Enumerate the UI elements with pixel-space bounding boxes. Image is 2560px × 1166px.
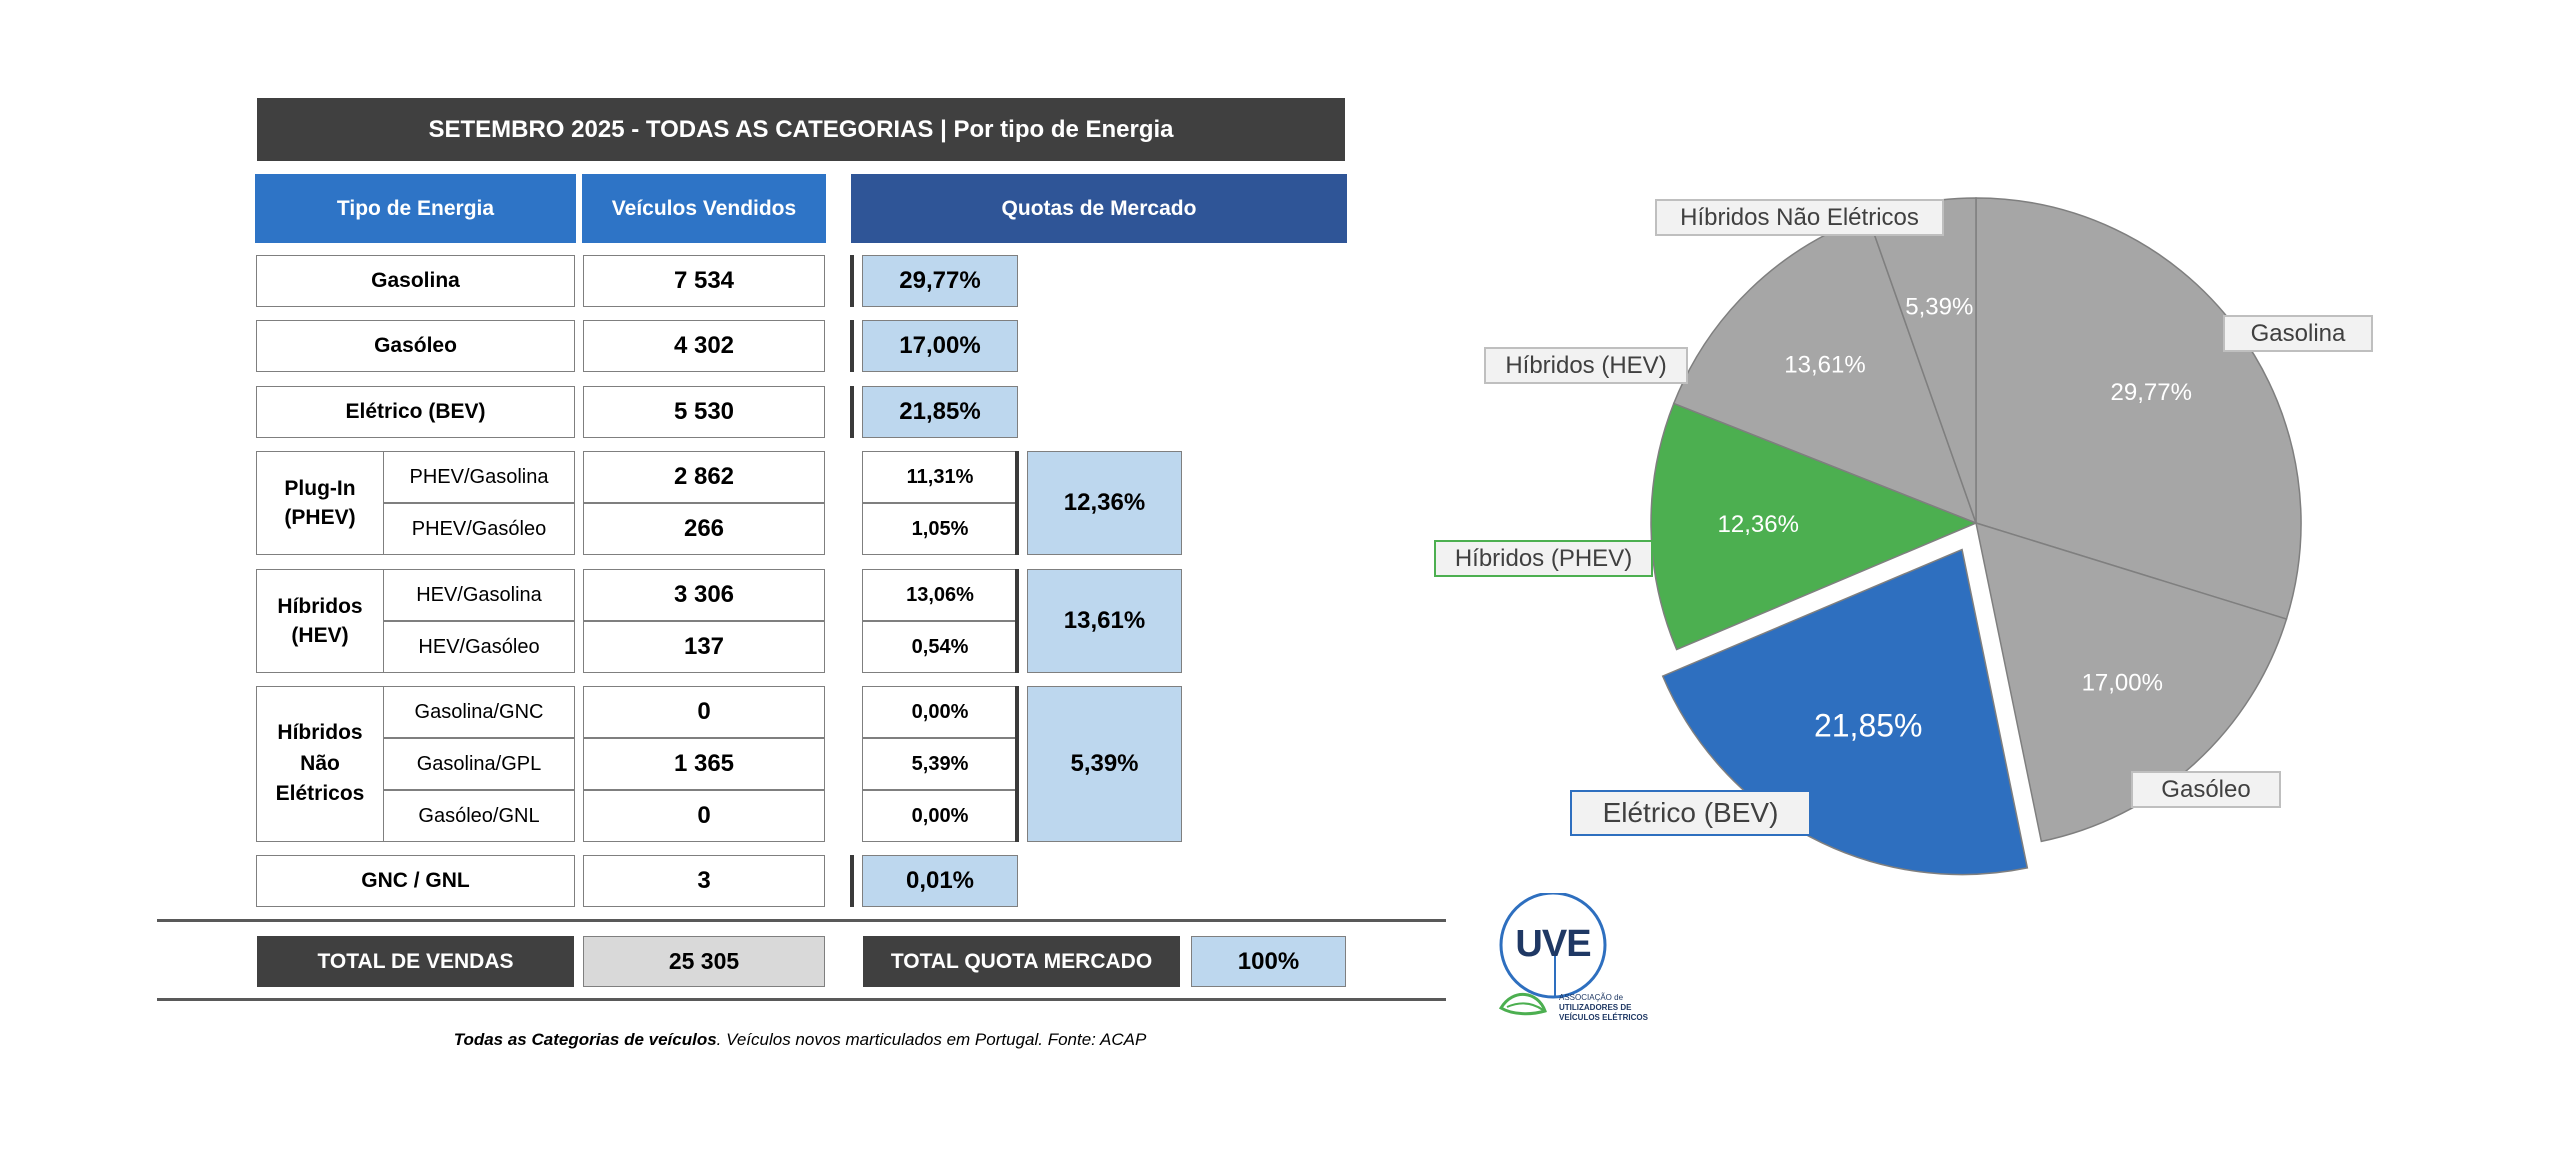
- footnote: Todas as Categorias de veículos. Veículo…: [160, 1030, 1440, 1050]
- group-phev-label: Plug-In (PHEV): [256, 451, 384, 555]
- logo-line: ASSOCIAÇÃO de: [1559, 993, 1624, 1002]
- divider-bottom: [157, 998, 1446, 1001]
- group-hne-label: Híbridos Não Elétricos: [256, 686, 384, 842]
- pie-legend-gasoleo: Gasóleo: [2131, 771, 2281, 808]
- row-hne-gpl-share: 5,39%: [862, 738, 1018, 790]
- pie-legend-gasolina: Gasolina: [2223, 315, 2373, 352]
- row-gasoleo-share: 17,00%: [862, 320, 1018, 372]
- row-hne-gnc-sold: 0: [583, 686, 825, 738]
- row-bev-share: 21,85%: [862, 386, 1018, 438]
- pie-data-label: 13,61%: [1784, 351, 1865, 378]
- row-phev-gasoleo-sold: 266: [583, 503, 825, 555]
- pie-legend-hne: Híbridos Não Elétricos: [1655, 199, 1944, 236]
- pie-legend-hev: Híbridos (HEV): [1484, 347, 1688, 384]
- share-tick: [850, 320, 854, 372]
- row-phev-gasoleo-label: PHEV/Gasóleo: [383, 503, 575, 555]
- header-veiculos-vendidos: Veículos Vendidos: [582, 174, 826, 243]
- total-vendas-value: 25 305: [583, 936, 825, 987]
- logo-line: VEÍCULOS ELÉTRICOS: [1559, 1013, 1648, 1022]
- header-quotas-mercado: Quotas de Mercado: [851, 174, 1347, 243]
- pie-legend-bev: Elétrico (BEV): [1570, 790, 1811, 836]
- uve-logo-mark: [1498, 891, 1607, 1016]
- uve-logo: UVE ASSOCIAÇÃO de UTILIZADORES DE VEÍCUL…: [1493, 891, 1663, 1033]
- share-tick: [850, 386, 854, 438]
- header-tipo-energia: Tipo de Energia: [255, 174, 576, 243]
- row-phev-gasolina-label: PHEV/Gasolina: [383, 451, 575, 503]
- group-phev-total: 12,36%: [1027, 451, 1182, 555]
- row-gasoleo-label: Gasóleo: [256, 320, 575, 372]
- logo-line: UTILIZADORES DE: [1559, 1003, 1632, 1012]
- footnote-bold: Todas as Categorias de veículos: [453, 1030, 717, 1049]
- group-hev-label: Híbridos (HEV): [256, 569, 384, 673]
- uve-logo-caption: ASSOCIAÇÃO de UTILIZADORES DE VEÍCULOS E…: [1559, 993, 1648, 1023]
- row-hne-gpl-sold: 1 365: [583, 738, 825, 790]
- row-bev-sold: 5 530: [583, 386, 825, 438]
- row-gasoleo-sold: 4 302: [583, 320, 825, 372]
- row-phev-gasolina-sold: 2 862: [583, 451, 825, 503]
- total-vendas-label: TOTAL DE VENDAS: [257, 936, 574, 987]
- row-gnc-label: GNC / GNL: [256, 855, 575, 907]
- row-hne-gnl-share: 0,00%: [862, 790, 1018, 842]
- row-hne-gnl-label: Gasóleo/GNL: [383, 790, 575, 842]
- row-hev-gasolina-sold: 3 306: [583, 569, 825, 621]
- group-hne-total: 5,39%: [1027, 686, 1182, 842]
- row-gasolina-label: Gasolina: [256, 255, 575, 307]
- uve-logo-text: UVE: [1515, 923, 1591, 965]
- row-phev-gasoleo-share: 1,05%: [862, 503, 1018, 555]
- pie-chart: 29,77% 17,00% 21,85% 12,36% 13,61% 5,39%: [1650, 197, 2302, 876]
- group-hev-total: 13,61%: [1027, 569, 1182, 673]
- row-hne-gnl-sold: 0: [583, 790, 825, 842]
- row-hne-gnc-share: 0,00%: [862, 686, 1018, 738]
- row-hev-gasoleo-label: HEV/Gasóleo: [383, 621, 575, 673]
- total-quota-value: 100%: [1191, 936, 1346, 987]
- pie-data-label: 29,77%: [2111, 379, 2192, 406]
- row-gasolina-share: 29,77%: [862, 255, 1018, 307]
- share-tick: [850, 255, 854, 307]
- row-hev-gasolina-share: 13,06%: [862, 569, 1018, 621]
- row-hev-gasoleo-sold: 137: [583, 621, 825, 673]
- row-hne-gnc-label: Gasolina/GNC: [383, 686, 575, 738]
- total-quota-label: TOTAL QUOTA MERCADO: [863, 936, 1180, 987]
- row-phev-gasolina-share: 11,31%: [862, 451, 1018, 503]
- pie-legend-phev: Híbridos (PHEV): [1434, 540, 1653, 577]
- pie-slice-h-bridos-phev-: [1650, 402, 1978, 651]
- row-hev-gasolina-label: HEV/Gasolina: [383, 569, 575, 621]
- row-gnc-share: 0,01%: [862, 855, 1018, 907]
- pie-data-label: 5,39%: [1905, 294, 1973, 321]
- share-tick: [850, 855, 854, 907]
- group-tick: [1015, 451, 1019, 555]
- footnote-rest: . Veículos novos marticulados em Portuga…: [716, 1030, 1147, 1049]
- group-tick: [1015, 686, 1019, 842]
- pie-data-label: 12,36%: [1718, 511, 1799, 538]
- row-bev-label: Elétrico (BEV): [256, 386, 575, 438]
- row-hne-gpl-label: Gasolina/GPL: [383, 738, 575, 790]
- group-tick: [1015, 569, 1019, 673]
- row-gnc-sold: 3: [583, 855, 825, 907]
- pie-data-label: 17,00%: [2082, 670, 2163, 697]
- row-hev-gasoleo-share: 0,54%: [862, 621, 1018, 673]
- row-gasolina-sold: 7 534: [583, 255, 825, 307]
- divider-top: [157, 919, 1446, 922]
- table-title: SETEMBRO 2025 - TODAS AS CATEGORIAS | Po…: [257, 98, 1345, 161]
- pie-data-label: 21,85%: [1814, 707, 1923, 743]
- pie-slice-gas-leo: [1975, 521, 2288, 843]
